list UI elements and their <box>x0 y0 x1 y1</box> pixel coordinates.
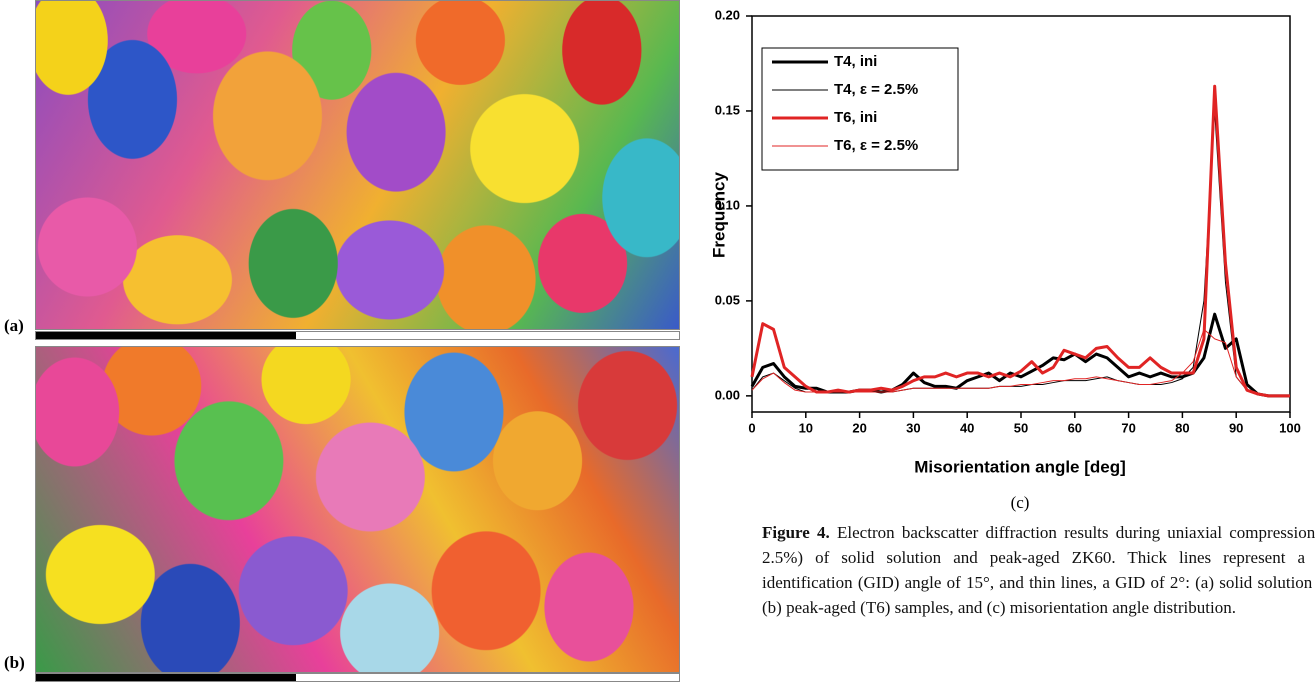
y-tick-label: 0.00 <box>715 387 740 402</box>
chart: Frequency Misorientation angle [deg] (c)… <box>709 7 1301 512</box>
legend-label: T4, ε = 2.5% <box>834 81 918 98</box>
y-tick-label: 0.20 <box>715 7 740 22</box>
x-tick-label: 90 <box>1229 420 1243 435</box>
scale-bar <box>35 331 680 340</box>
x-tick-label: 10 <box>799 420 813 435</box>
caption-label: Figure 4. <box>762 523 830 542</box>
figure-caption: Figure 4. Electron backscatter diffracti… <box>762 520 1316 620</box>
x-tick-label: 70 <box>1121 420 1135 435</box>
legend-label: T6, ε = 2.5% <box>834 137 918 154</box>
scale-bar <box>35 673 680 682</box>
plot-frame <box>751 15 1291 413</box>
ebsd-map-a <box>35 0 680 330</box>
x-tick-label: 40 <box>960 420 974 435</box>
panel-label: (b) <box>4 653 25 672</box>
panel-label: (c) <box>1011 493 1030 512</box>
y-tick-label: 0.05 <box>715 292 740 307</box>
data-line <box>750 312 1290 398</box>
x-tick-label: 20 <box>852 420 866 435</box>
x-tick-label: 30 <box>906 420 920 435</box>
x-tick-label: 60 <box>1068 420 1082 435</box>
y-tick-label: 0.15 <box>715 102 740 117</box>
data-line <box>751 328 1290 397</box>
legend-box <box>761 47 959 171</box>
y-axis-title: Frequency <box>709 171 728 258</box>
data-line <box>750 84 1290 398</box>
ebsd-map-b <box>35 346 680 673</box>
legend-label: T4, ini <box>834 53 877 70</box>
x-tick-label: 0 <box>748 420 755 435</box>
x-tick-label: 50 <box>1014 420 1028 435</box>
x-tick-label: 80 <box>1175 420 1189 435</box>
x-tick-label: 100 <box>1279 420 1301 435</box>
x-axis-title: Misorientation angle [deg] <box>914 457 1126 476</box>
panel-label: (a) <box>4 316 24 335</box>
y-tick-label: 0.10 <box>715 197 740 212</box>
legend-label: T6, ini <box>834 109 877 126</box>
caption-text: Electron backscatter diffraction results… <box>762 523 1316 617</box>
